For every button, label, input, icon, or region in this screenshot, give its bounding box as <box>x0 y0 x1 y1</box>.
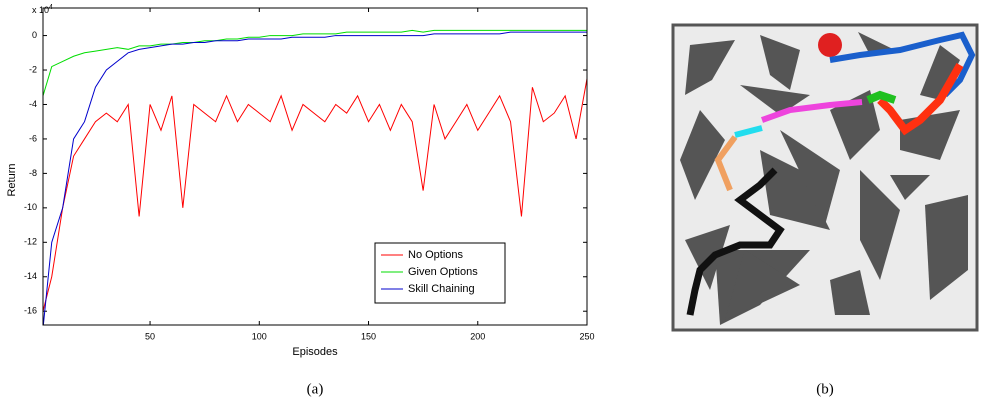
y-tick-label: -2 <box>29 64 37 74</box>
y-tick-label: -8 <box>29 168 37 178</box>
x-tick-label: 100 <box>252 331 267 341</box>
y-axis-label: Return <box>6 163 18 196</box>
legend-box <box>374 242 506 304</box>
x-axis-label: Episodes <box>292 346 338 358</box>
series-line <box>43 78 587 312</box>
caption: (a) <box>307 381 324 397</box>
y-tick-label: -10 <box>24 202 37 212</box>
y-tick-label: -4 <box>29 99 37 109</box>
legend-label: No Options <box>408 249 464 261</box>
x-tick-label: 250 <box>579 331 594 341</box>
series-line <box>43 31 587 325</box>
y-tick-label: -12 <box>24 237 37 247</box>
legend-label: Given Options <box>408 266 478 278</box>
y-multiplier: x 104 <box>32 4 53 16</box>
plot-frame <box>42 7 588 326</box>
legend-label: Skill Chaining <box>408 283 475 295</box>
series-line <box>43 29 587 97</box>
y-tick-label: 0 <box>32 30 37 40</box>
y-tick-label: -16 <box>24 306 37 316</box>
maze <box>671 23 979 332</box>
y-tick-label: -14 <box>24 271 37 281</box>
caption: (b) <box>816 381 834 397</box>
x-tick-label: 50 <box>145 331 155 341</box>
x-tick-label: 150 <box>361 331 376 341</box>
x-tick-label: 200 <box>470 331 485 341</box>
y-tick-label: -6 <box>29 133 37 143</box>
